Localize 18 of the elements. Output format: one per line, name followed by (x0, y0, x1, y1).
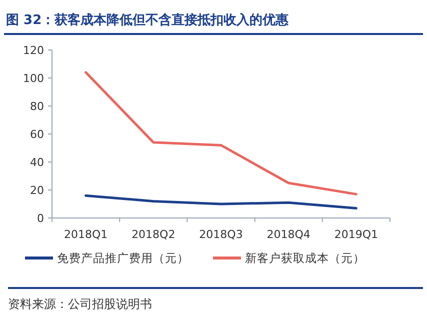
x-tick-label: 2018Q2 (132, 228, 176, 241)
chart-title: 图 32：获客成本降低但不含直接抵扣收入的优惠 (6, 12, 290, 28)
x-tick-label: 2019Q1 (334, 228, 378, 241)
x-tick-label: 2018Q3 (199, 228, 243, 241)
line-series (84, 71, 358, 196)
legend-label: 免费产品推广费用（元） (57, 251, 189, 265)
y-tick-label: 60 (30, 128, 44, 141)
legend-label: 新客户获取成本（元） (245, 251, 365, 265)
y-tick-label: 20 (30, 184, 44, 197)
y-tick-label: 100 (23, 72, 44, 85)
y-tick-label: 80 (30, 100, 44, 113)
x-tick-label: 2018Q4 (266, 228, 310, 241)
x-tick-label: 2018Q1 (64, 228, 108, 241)
y-tick-label: 0 (37, 212, 44, 225)
y-tick-label: 40 (30, 156, 44, 169)
line-series (84, 194, 358, 210)
y-tick-label: 120 (23, 44, 44, 57)
text: 资料来源：公司招股说明书 (8, 297, 152, 311)
